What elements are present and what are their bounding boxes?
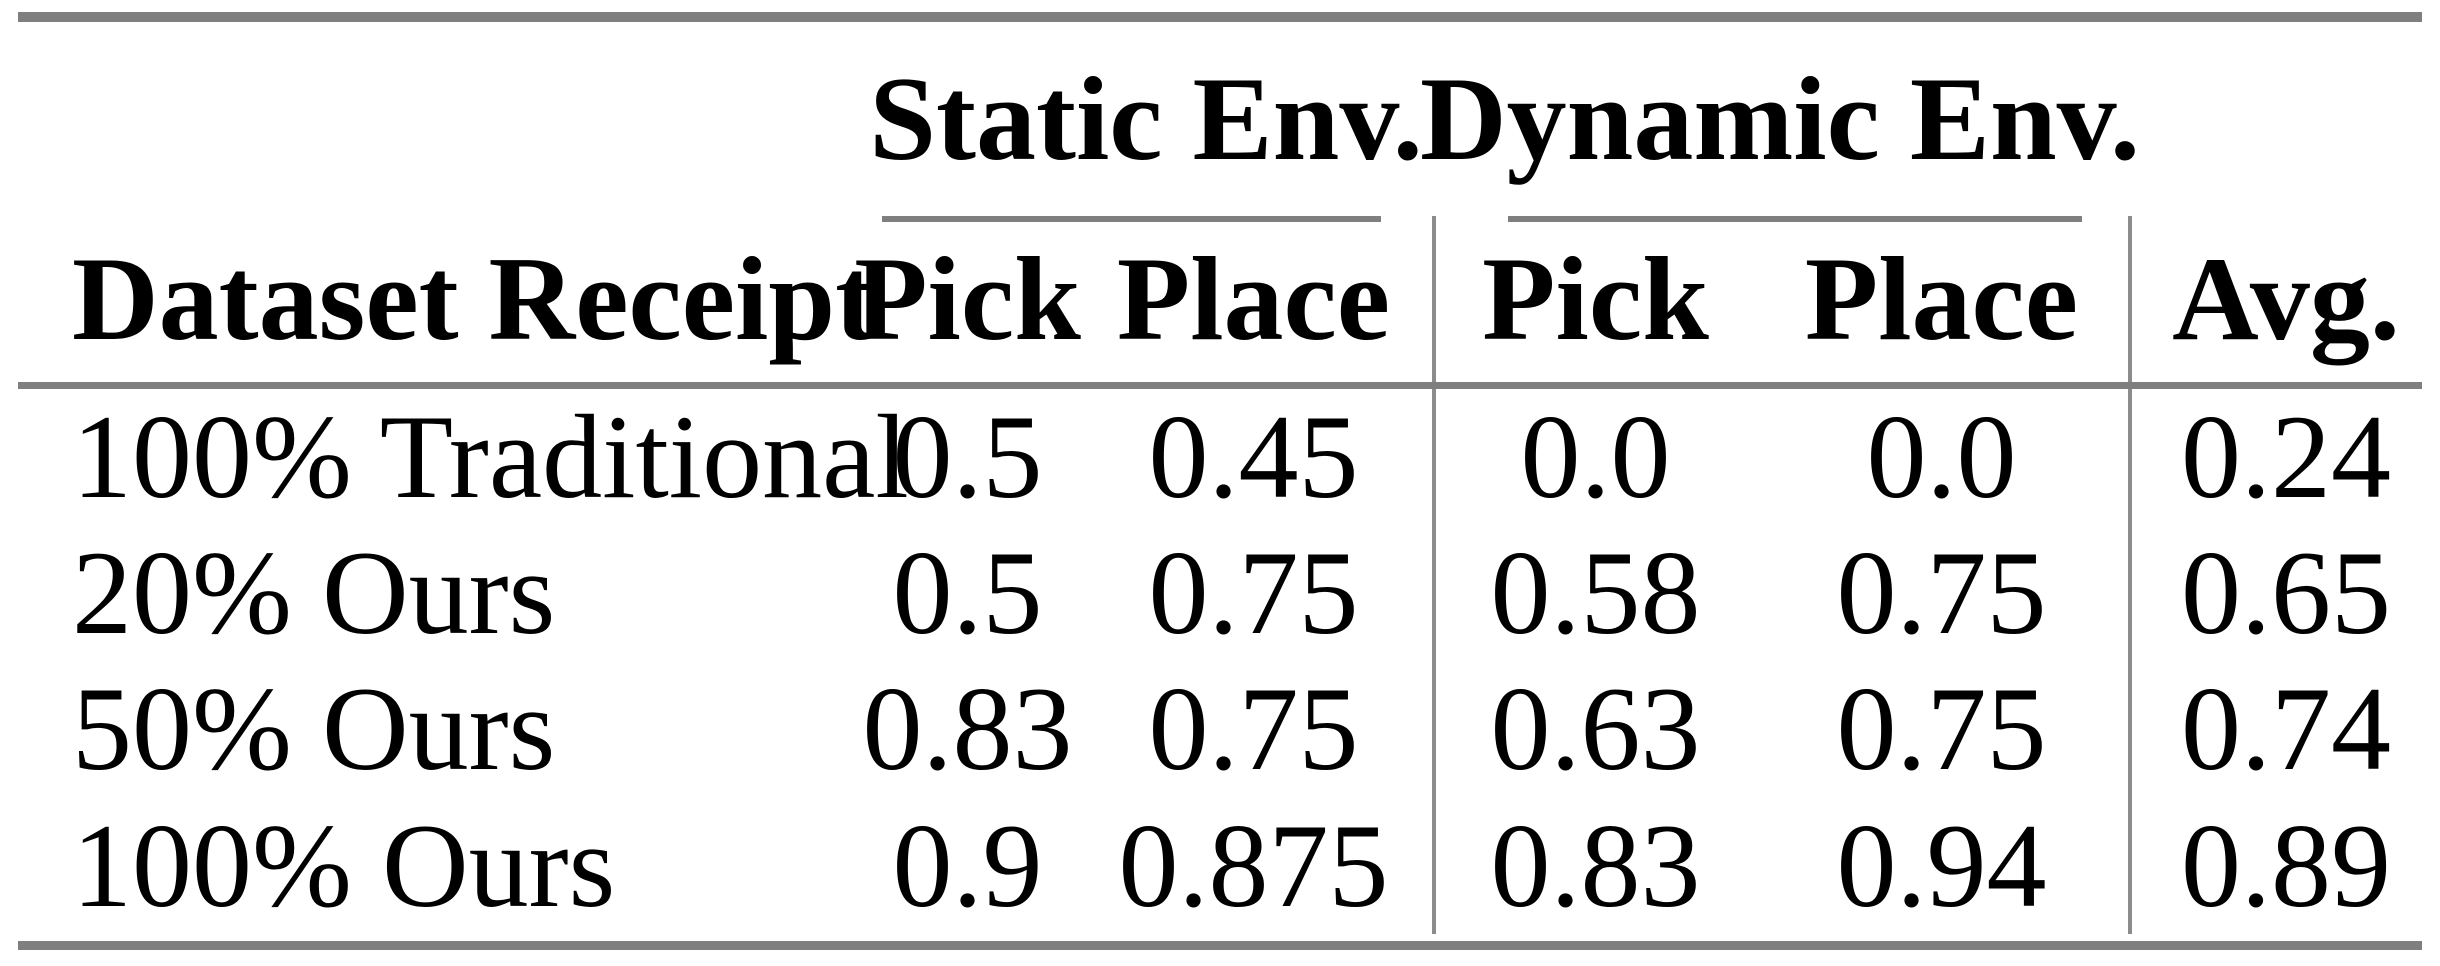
cell-avg: 0.89	[2128, 797, 2440, 934]
col-header-static-pick: Pick	[854, 232, 1081, 365]
row-label: 20% Ours	[72, 526, 556, 659]
cell-static-place: 0.75	[1148, 526, 1359, 659]
spacer-cell	[2128, 22, 2440, 216]
static-env-cmidrule	[882, 216, 1381, 222]
cell-static-pick: 0.5	[892, 390, 1043, 523]
cell-static-pick: 0.83	[862, 662, 1073, 795]
table-bottom-rule	[18, 941, 2422, 950]
cell-dynamic-pick: 0.58	[1432, 525, 1755, 661]
cell-avg: 0.65	[2128, 525, 2440, 661]
cell-static-place: 0.75	[1148, 662, 1359, 795]
row-label: 100% Ours	[72, 798, 616, 932]
col-header-avg: Avg.	[2128, 216, 2440, 382]
col-header-dynamic-place: Place	[1804, 232, 2079, 365]
col-header-dynamic-pick: Pick	[1432, 216, 1755, 382]
column-group-dynamic-env: Dynamic Env.	[1419, 52, 2141, 185]
spacer-cell	[0, 22, 860, 216]
cell-dynamic-place: 0.94	[1836, 798, 2047, 932]
table-top-rule	[18, 12, 2422, 22]
row-label: 100% Traditional	[72, 390, 909, 523]
cell-static-pick: 0.5	[892, 526, 1043, 659]
column-group-static-env: Static Env.	[869, 52, 1423, 185]
cell-dynamic-pick: 0.63	[1432, 661, 1755, 797]
cell-avg: 0.74	[2128, 661, 2440, 797]
row-label: 50% Ours	[72, 662, 556, 795]
cell-dynamic-place: 0.0	[1866, 390, 2017, 523]
cell-dynamic-pick: 0.83	[1432, 797, 1755, 934]
cell-static-pick: 0.9	[892, 798, 1043, 932]
cell-dynamic-place: 0.75	[1836, 662, 2047, 795]
table-mid-rule	[18, 382, 2422, 389]
col-header-dataset-receipt: Dataset Receipt	[72, 232, 876, 365]
cell-avg: 0.24	[2128, 389, 2440, 525]
col-header-static-place: Place	[1116, 232, 1391, 365]
cell-dynamic-pick: 0.0	[1432, 389, 1755, 525]
cell-static-place: 0.875	[1118, 798, 1389, 932]
cell-static-place: 0.45	[1148, 390, 1359, 523]
results-table-grid: Static Env. Dynamic Env. Dataset Receipt…	[0, 22, 2440, 934]
cell-dynamic-place: 0.75	[1836, 526, 2047, 659]
dynamic-env-cmidrule	[1508, 216, 2082, 222]
